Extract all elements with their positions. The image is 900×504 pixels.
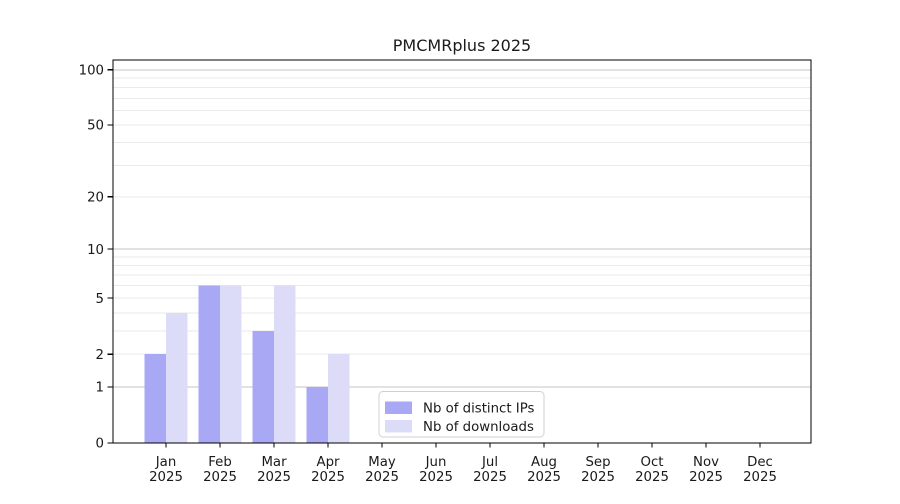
- x-tick-label-year: 2025: [635, 470, 669, 485]
- x-tick-label-year: 2025: [419, 470, 453, 485]
- y-tick-label: 2: [96, 348, 104, 363]
- x-tick-label-year: 2025: [473, 470, 507, 485]
- x-tick-label-month: Sep: [585, 455, 610, 470]
- y-tick-label: 50: [87, 119, 104, 134]
- plot-border: [112, 59, 812, 444]
- bar-jan-distinct-ips: [144, 354, 166, 443]
- bar-jan-downloads: [166, 312, 188, 443]
- x-tick-label-year: 2025: [689, 470, 723, 485]
- legend-swatch-distinct-ips: [385, 401, 412, 414]
- chart-title: PMCMRplus 2025: [393, 36, 531, 55]
- legend-label-distinct-ips: Nb of distinct IPs: [423, 402, 535, 417]
- x-tick-label-month: Feb: [208, 455, 232, 470]
- y-tick-label: 10: [87, 243, 104, 258]
- x-tick-label-month: Dec: [747, 455, 773, 470]
- x-tick-label-year: 2025: [311, 470, 345, 485]
- bar-apr-distinct-ips: [306, 386, 328, 443]
- x-tick-label-month: Mar: [261, 455, 287, 470]
- x-tick-label-month: Aug: [531, 455, 557, 470]
- x-tick-label-month: Jun: [425, 455, 447, 470]
- y-tick-label: 0: [96, 437, 104, 452]
- x-tick-label-month: Jul: [481, 455, 498, 470]
- bar-mar-distinct-ips: [252, 330, 274, 443]
- axes: 1005020105210Jan2025Feb2025Mar2025Apr202…: [79, 63, 777, 485]
- x-tick-label-year: 2025: [743, 470, 777, 485]
- x-tick-label-month: Apr: [316, 455, 340, 470]
- x-tick-label-year: 2025: [149, 470, 183, 485]
- x-tick-label-month: Nov: [693, 455, 719, 470]
- x-tick-label-month: Oct: [641, 455, 664, 470]
- y-tick-label: 20: [87, 191, 104, 206]
- legend: Nb of distinct IPs Nb of downloads: [378, 391, 545, 438]
- bar-mar-downloads: [274, 285, 296, 443]
- bar-feb-distinct-ips: [198, 285, 220, 443]
- y-tick-label: 5: [96, 292, 104, 307]
- x-tick-label-year: 2025: [581, 470, 615, 485]
- bar-feb-downloads: [220, 285, 242, 443]
- x-tick-label-year: 2025: [257, 470, 291, 485]
- x-tick-label-month: May: [368, 455, 396, 470]
- x-tick-label-month: Jan: [155, 455, 177, 470]
- bar-apr-downloads: [328, 354, 350, 443]
- x-tick-label-year: 2025: [203, 470, 237, 485]
- y-tick-label: 100: [79, 63, 104, 78]
- x-tick-label-year: 2025: [527, 470, 561, 485]
- x-tick-label-year: 2025: [365, 470, 399, 485]
- y-tick-label: 1: [96, 381, 104, 396]
- gridlines: [113, 69, 811, 388]
- legend-label-downloads: Nb of downloads: [423, 420, 534, 435]
- legend-swatch-downloads: [385, 420, 412, 433]
- bars: [144, 285, 350, 443]
- legend-box: [378, 391, 545, 438]
